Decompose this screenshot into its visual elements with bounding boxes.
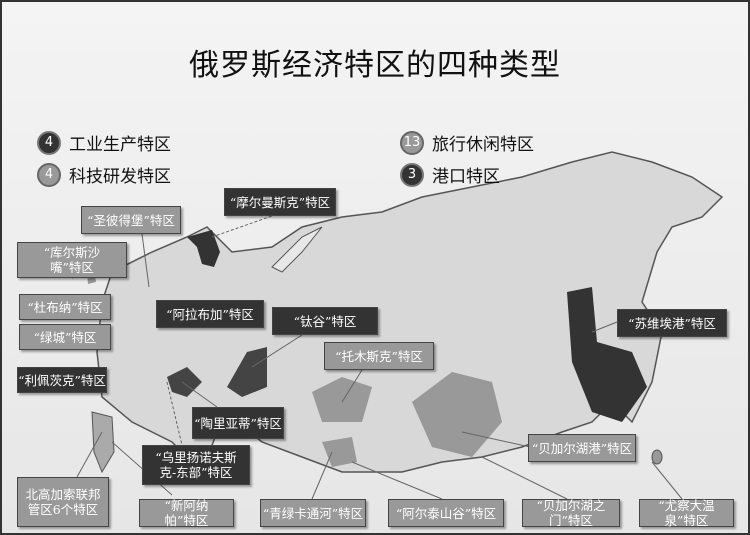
zone-label-zelenograd: “绿城”特区 bbox=[19, 324, 111, 350]
zone-label-st-petersburg: “圣彼得堡”特区 bbox=[81, 206, 181, 234]
zone-label-lipetsk: “利佩茨克”特区 bbox=[17, 367, 107, 393]
zone-label-yuzhno-kurilsk: “尤察大温泉”特区 bbox=[639, 498, 734, 528]
legend-label: 旅行休闲特区 bbox=[432, 135, 534, 155]
zone-label-titanium-valley: “钛谷”特区 bbox=[272, 307, 378, 335]
murmansk-region bbox=[187, 230, 220, 267]
zone-label-tomsk: “托木斯克”特区 bbox=[324, 342, 434, 370]
yuzhno-kurilsk-island bbox=[651, 449, 663, 465]
khabarovsk-region bbox=[567, 287, 647, 422]
zone-label-ulyanovsk-east: “乌里扬诺夫斯克-东部”特区 bbox=[142, 445, 250, 485]
zone-label-sovetskaya-gavan: “苏维埃港”特区 bbox=[617, 309, 727, 337]
sverdlovsk-region bbox=[227, 347, 267, 397]
north-caucasus-region bbox=[91, 411, 115, 474]
legend-count-badge: 3 bbox=[400, 162, 424, 187]
zone-label-baikal-gate: “贝加尔湖之门”特区 bbox=[522, 498, 620, 528]
altai-region bbox=[322, 437, 357, 467]
legend-tourism: 13 旅行休闲特区 bbox=[400, 130, 534, 155]
legend-label: 工业生产特区 bbox=[69, 135, 171, 155]
legend-port: 3 港口特区 bbox=[400, 162, 500, 187]
legend-count-badge: 13 bbox=[400, 130, 424, 155]
page-title: 俄罗斯经济特区的四种类型 bbox=[189, 48, 561, 83]
zone-label-dubna: “杜布纳”特区 bbox=[19, 294, 111, 320]
zone-label-murmansk: “摩尔曼斯克”特区 bbox=[224, 188, 336, 216]
zone-label-altai-valley: “阿尔泰山谷”特区 bbox=[388, 499, 504, 527]
zone-label-north-caucasus: 北高加索联邦管区6个特区 bbox=[17, 477, 109, 527]
zone-label-curonian-spit: “库尔斯沙嘴”特区 bbox=[17, 242, 127, 278]
novaya-zemlya bbox=[271, 226, 323, 273]
zone-label-baikal-harbor: “贝加尔湖港”特区 bbox=[528, 434, 636, 462]
legend-label: 港口特区 bbox=[432, 167, 500, 187]
zone-label-togliatti: “陶里亚蒂”特区 bbox=[192, 407, 284, 439]
tomsk-region bbox=[312, 377, 372, 422]
legend-industrial: 4 工业生产特区 bbox=[37, 130, 171, 155]
legend-tech: 4 科技研发特区 bbox=[37, 162, 171, 187]
legend-count-badge: 4 bbox=[37, 162, 61, 187]
legend-label: 科技研发特区 bbox=[69, 167, 171, 187]
zone-label-alabuga: “阿拉布加”特区 bbox=[156, 300, 264, 328]
legend-count-badge: 4 bbox=[37, 130, 61, 155]
zone-label-novaya-anapa: “新阿纳帕”特区 bbox=[139, 498, 234, 528]
zone-label-turquoise-katun: “青绿卡通河”特区 bbox=[260, 499, 366, 527]
